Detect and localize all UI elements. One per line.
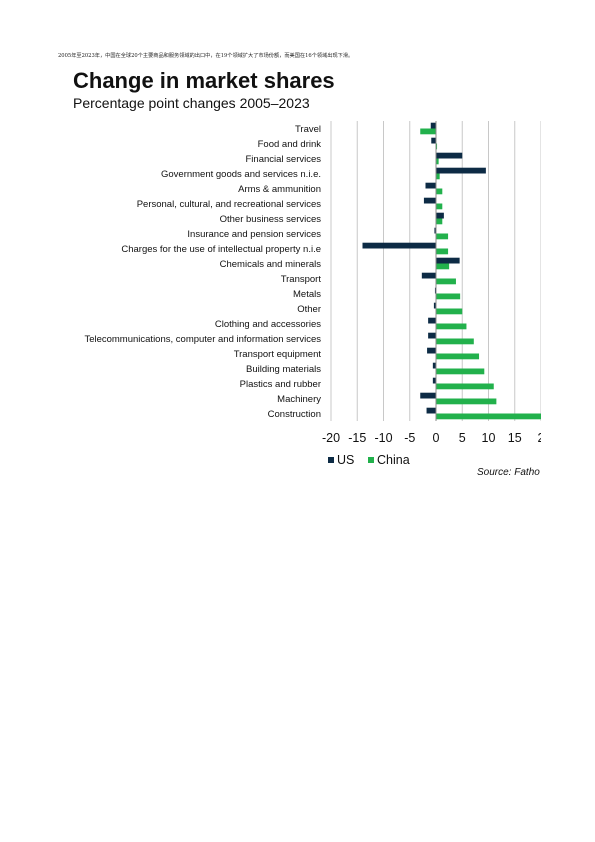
china-bar [436,398,497,405]
category-label: Food and drink [258,139,322,150]
china-bar [436,218,443,225]
category-label: Construction [268,409,321,420]
china-bar [436,233,449,240]
china-bar [436,203,443,210]
category-label: Other business services [220,214,322,225]
us-bar [431,137,436,144]
category-label: Machinery [277,394,321,405]
us-bar [427,347,436,354]
us-bar [433,302,436,309]
x-tick-label: 2 [538,431,541,445]
china-bar [436,368,485,375]
us-bar [430,122,436,129]
china-bar [436,353,480,360]
china-bar [436,143,438,150]
us-bar [428,332,436,339]
x-tick-label: -5 [404,431,415,445]
us-bar [426,407,436,414]
china-bar [436,323,467,330]
chart-figure: Change in market shares Percentage point… [65,66,541,486]
legend-swatch-china [368,457,374,463]
category-label: Government goods and services n.i.e. [161,169,321,180]
category-label: Insurance and pension services [187,229,321,240]
us-bar [436,257,460,264]
us-bar [432,377,436,384]
china-bar [436,338,474,345]
category-label: Transport equipment [234,349,322,360]
category-label: Chemicals and minerals [220,259,322,270]
china-bar [436,158,439,165]
category-label: Plastics and rubber [240,379,321,390]
category-label: Financial services [246,154,322,165]
category-label: Other [297,304,321,315]
category-label: Charges for the use of intellectual prop… [121,244,321,255]
category-label: Transport [281,274,322,285]
us-bar [434,227,436,234]
x-tick-label: 10 [482,431,496,445]
china-bar [436,263,450,270]
us-bar [425,182,436,189]
us-bar [362,242,436,249]
x-tick-label: -15 [348,431,366,445]
category-label: Arms & ammunition [238,184,321,195]
x-tick-label: -20 [322,431,340,445]
china-bar [436,308,463,315]
category-label: Clothing and accessories [215,319,321,330]
category-label: Travel [295,124,321,135]
us-bar [436,152,463,159]
category-label: Telecommunications, computer and informa… [84,334,321,345]
china-bar [436,188,443,195]
china-bar [436,173,440,180]
x-tick-label: 0 [433,431,440,445]
us-bar [434,287,436,294]
source-note: Source: Fatho [477,467,540,478]
page-caption: 2005年至2023年，中国在全球20个主要商品和服务领域的出口中，在19个领域… [58,53,354,59]
china-bar [436,383,494,390]
category-label: Building materials [246,364,321,375]
china-bar [436,293,461,300]
us-bar [428,317,436,324]
us-bar [421,272,436,279]
legend-label-china: China [377,453,410,467]
us-bar [420,392,436,399]
us-bar [423,197,436,204]
chart-subtitle: Percentage point changes 2005–2023 [73,95,310,111]
x-tick-label: 5 [459,431,466,445]
us-bar [432,362,436,369]
china-bar [436,278,456,285]
category-label: Metals [293,289,321,300]
bar-chart: -20 -15 -10 -5 0 5 10 15 2 Travel Food and drink Fi… [84,121,541,478]
china-bar [436,413,541,420]
us-bar [436,212,444,219]
legend-label-us: US [337,453,354,467]
legend-swatch-us [328,457,334,463]
x-tick-label: -10 [374,431,392,445]
china-bar [420,128,436,135]
category-label: Personal, cultural, and recreational ser… [137,199,322,210]
china-bar [436,248,449,255]
x-tick-label: 15 [508,431,522,445]
chart-title: Change in market shares [73,68,335,93]
us-bar [436,167,486,174]
